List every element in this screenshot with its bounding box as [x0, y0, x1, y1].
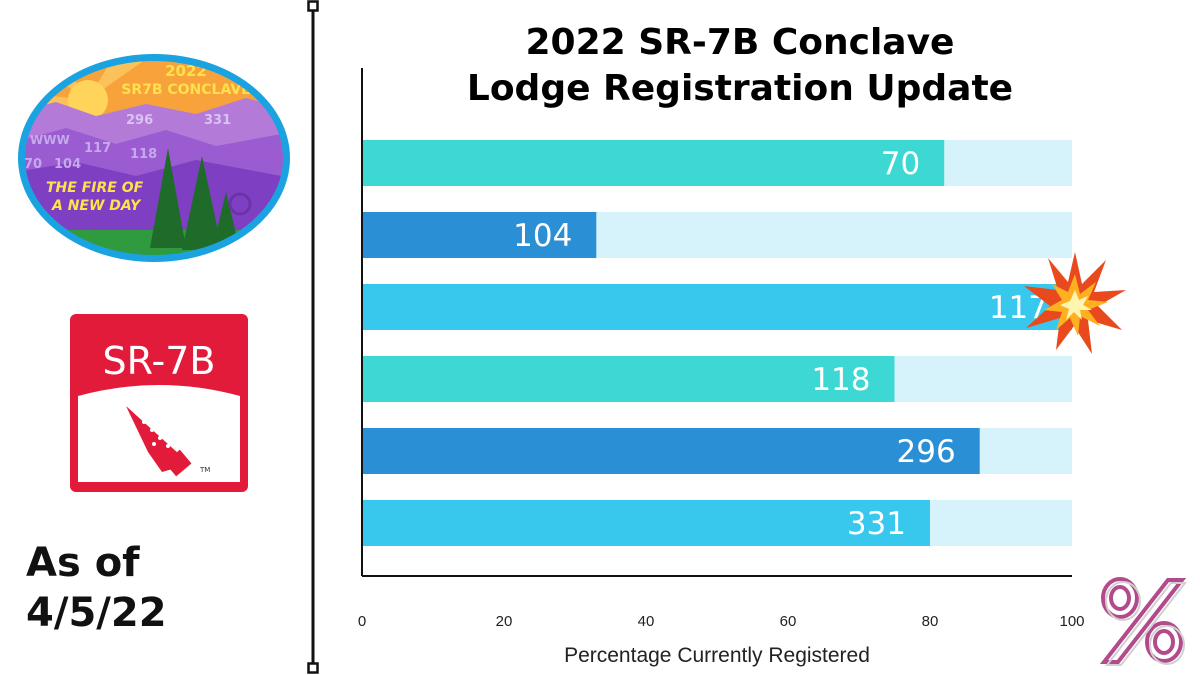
- patch-lodge-number: 331: [204, 113, 231, 128]
- sr7b-logo: SR-7B TM: [70, 314, 248, 492]
- x-axis-title: Percentage Currently Registered: [564, 644, 870, 667]
- bar-label: 118: [811, 362, 870, 398]
- date-label-line1: As of: [26, 540, 140, 586]
- chart-title-line2: Lodge Registration Update: [466, 68, 1014, 109]
- percent-icon: [1099, 577, 1188, 666]
- sr7b-logo-text: SR-7B: [103, 339, 216, 383]
- arrowhead-icon: [126, 406, 192, 477]
- patch-slogan-line1: THE FIRE OF: [46, 180, 144, 196]
- x-tick-label: 80: [922, 613, 939, 630]
- patch-lodge-number: 70: [24, 157, 42, 172]
- patch-lodge-number: 296: [126, 113, 153, 128]
- bar: [362, 140, 945, 186]
- bar: [362, 212, 597, 258]
- x-tick-label: 0: [358, 613, 366, 630]
- patch-slogan-line2: A NEW DAY: [51, 198, 142, 214]
- bar: [362, 500, 930, 546]
- patch-lodge-number: 104: [54, 157, 81, 172]
- x-tick-label: 40: [638, 613, 655, 630]
- x-tick-label: 100: [1059, 613, 1084, 630]
- bar: [362, 428, 980, 474]
- collision-icon: [1024, 252, 1126, 354]
- date-label-line2: 4/5/22: [26, 590, 167, 636]
- conclave-patch: 2022 SR7B CONCLAVE 296 331 WWW 117 118 7…: [18, 54, 290, 262]
- bar-label: 70: [881, 146, 920, 182]
- vertical-divider: [307, 0, 319, 674]
- bar-label: 296: [897, 434, 956, 470]
- patch-lodge-number: WWW: [30, 133, 70, 147]
- as-of-date: As of 4/5/22: [26, 538, 167, 638]
- x-tick-label: 60: [780, 613, 797, 630]
- patch-lodge-number: 117: [84, 141, 111, 156]
- bar-label: 104: [513, 218, 572, 254]
- bar: [362, 284, 1072, 330]
- patch-lodge-number: 118: [130, 147, 157, 162]
- bar: [362, 356, 895, 402]
- fleur-de-lis-icon: [228, 192, 252, 216]
- patch-year: 2022: [165, 62, 207, 80]
- chart-title: 2022 SR-7B Conclave Lodge Registration U…: [380, 20, 1100, 112]
- patch-name: SR7B CONCLAVE: [121, 82, 251, 98]
- bar-label: 331: [847, 506, 906, 542]
- trademark-mark: TM: [199, 466, 210, 474]
- chart-title-line1: 2022 SR-7B Conclave: [525, 22, 955, 63]
- x-tick-label: 20: [496, 613, 513, 630]
